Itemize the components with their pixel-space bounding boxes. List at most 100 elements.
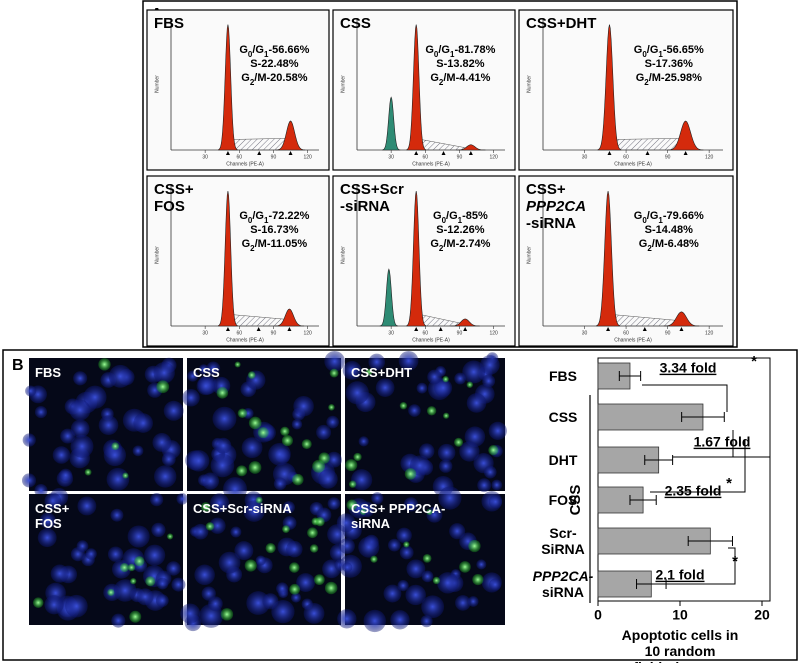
image-label: CSS+ FOS xyxy=(35,501,70,531)
nucleus xyxy=(271,600,295,624)
y-tick-label: Scr- SiRNA xyxy=(541,524,585,557)
nucleus xyxy=(155,594,169,608)
nucleus xyxy=(127,525,150,548)
peak xyxy=(275,120,306,151)
apoptotic-cell xyxy=(312,459,326,473)
panel-title: PPP2CA xyxy=(526,198,586,215)
nucleus xyxy=(398,351,419,371)
nucleus xyxy=(488,421,507,440)
nucleus xyxy=(318,469,338,489)
nucleus xyxy=(59,468,73,482)
phase-stat: S-12.26% xyxy=(436,224,485,236)
nucleus xyxy=(383,584,402,603)
peak xyxy=(663,311,700,327)
x-tick-label: 120 xyxy=(489,330,498,336)
x-tick-label: 90 xyxy=(271,330,277,336)
nucleus xyxy=(103,443,126,467)
x-tick-label: 0 xyxy=(594,607,602,623)
peak xyxy=(667,120,704,151)
y-axis-label: Number xyxy=(154,246,160,264)
apoptotic-cell xyxy=(432,576,441,585)
nucleus xyxy=(336,513,356,533)
apoptotic-cell xyxy=(248,461,262,474)
apoptotic-cell xyxy=(119,562,130,573)
x-tick-label: 120 xyxy=(705,330,714,336)
nucleus xyxy=(212,406,237,431)
nucleus xyxy=(437,572,459,594)
nucleus xyxy=(77,496,97,516)
x-axis-label: Channels (PE-A) xyxy=(614,337,652,343)
phase-stat: S-17.36% xyxy=(645,58,694,70)
apoptotic-cell xyxy=(307,527,318,539)
nucleus xyxy=(438,486,462,510)
nucleus xyxy=(387,538,401,552)
nucleus xyxy=(39,512,56,529)
nucleus xyxy=(273,477,287,491)
peak xyxy=(382,96,401,151)
nucleus xyxy=(69,399,91,421)
nucleus xyxy=(37,528,57,548)
panel-title: CSS+ xyxy=(526,181,566,198)
nucleus xyxy=(339,538,355,554)
apoptotic-cell xyxy=(399,401,408,410)
apoptotic-cell xyxy=(156,380,170,394)
nucleus xyxy=(449,523,466,540)
nucleus xyxy=(326,451,342,468)
x-tick-label: 120 xyxy=(303,154,312,160)
panel-b-frame xyxy=(2,349,798,661)
x-axis-label: Channels (PE-A) xyxy=(226,337,264,343)
apoptotic-cell xyxy=(324,581,338,595)
y-axis-label: Number xyxy=(340,246,346,264)
nucleus xyxy=(50,564,69,583)
nucleus xyxy=(421,570,434,583)
nucleus xyxy=(234,541,254,561)
nucleus xyxy=(396,527,412,544)
nucleus xyxy=(290,592,302,603)
nucleus xyxy=(153,362,175,384)
peak xyxy=(406,24,427,151)
nucleus xyxy=(110,508,124,522)
nucleus xyxy=(163,400,184,421)
error-bar xyxy=(681,412,725,422)
nucleus xyxy=(187,370,199,382)
apoptotic-cell xyxy=(442,375,449,383)
x-tick-label: 90 xyxy=(665,154,671,160)
nucleus xyxy=(166,561,181,576)
apoptotic-cell xyxy=(360,508,367,515)
s-phase xyxy=(232,138,287,151)
x-tick-label: 120 xyxy=(489,154,498,160)
apoptotic-cell xyxy=(459,561,471,573)
y-axis-label: Number xyxy=(154,75,160,93)
apoptotic-cell xyxy=(280,426,290,436)
nucleus xyxy=(419,443,435,459)
apoptotic-cell xyxy=(130,577,137,585)
nucleus xyxy=(420,615,433,628)
nucleus xyxy=(106,467,130,491)
nucleus xyxy=(466,393,487,413)
image-label: CSS+ PPP2CA- siRNA xyxy=(351,501,446,531)
image-label: CSS+Scr-siRNA xyxy=(193,501,292,516)
apoptotic-cell xyxy=(488,444,499,456)
apoptotic-cell xyxy=(134,556,145,567)
nucleus xyxy=(326,415,339,429)
nucleus xyxy=(22,433,36,447)
phase-stat: G0/G1-56.65% xyxy=(634,44,704,59)
apoptotic-cell xyxy=(348,480,357,488)
y-axis-label: Number xyxy=(340,75,346,93)
nucleus xyxy=(209,517,226,534)
nucleus xyxy=(198,364,209,375)
nucleus xyxy=(282,501,295,514)
nucleus xyxy=(293,395,314,417)
nucleus xyxy=(337,609,357,629)
apoptotic-cell xyxy=(466,381,474,388)
apoptotic-cell xyxy=(315,517,325,527)
nucleus xyxy=(255,555,266,566)
phase-stat: G0/G1-56.66% xyxy=(239,44,309,59)
apoptotic-cell xyxy=(248,416,262,430)
marker xyxy=(683,151,688,155)
phase-stat: G0/G1-79.66% xyxy=(634,210,704,225)
marker xyxy=(606,327,611,331)
marker xyxy=(463,327,468,331)
marker xyxy=(414,151,419,155)
